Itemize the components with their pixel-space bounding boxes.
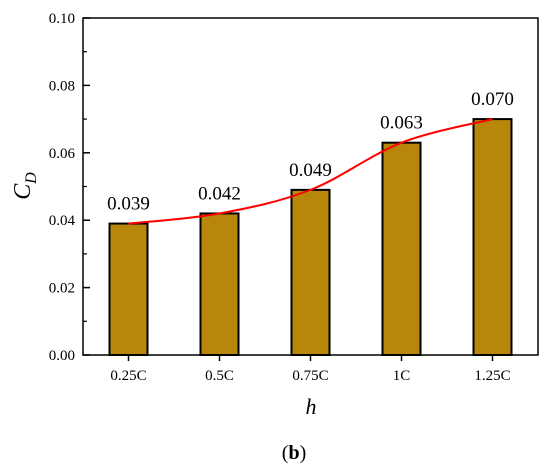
bar [290, 188, 331, 356]
panel-label-letter: b [288, 442, 299, 464]
x-tick-label: 0.75C [292, 368, 328, 384]
bars-group [108, 118, 513, 356]
trend-line [128, 118, 493, 225]
panel-label-open: ( [282, 442, 289, 464]
panel-label: (b) [282, 442, 306, 464]
x-tick-label: 1.25C [474, 368, 510, 384]
data-label: 0.039 [107, 194, 150, 215]
data-labels: 0.039 0.042 0.049 0.063 0.070 [107, 89, 514, 214]
data-label: 0.042 [198, 183, 241, 204]
y-axis-title-sub: D [23, 172, 40, 185]
x-axis-title: h [306, 394, 317, 419]
panel-label-close: ) [300, 442, 307, 464]
data-label: 0.063 [380, 113, 423, 134]
x-tick-label: 1C [393, 368, 411, 384]
y-tick-label: 0.02 [49, 281, 75, 297]
bar [199, 212, 240, 356]
y-axis-title-main: C [10, 183, 36, 200]
y-axis-title: CD [10, 172, 40, 200]
data-label: 0.049 [289, 160, 332, 181]
y-tick-label: 0.10 [49, 11, 75, 27]
bar [108, 222, 149, 356]
bar [472, 118, 513, 356]
y-tick-label: 0.00 [49, 348, 75, 364]
data-label: 0.070 [471, 89, 514, 110]
y-tick-label: 0.04 [49, 213, 76, 229]
y-tick-label: 0.06 [49, 146, 76, 162]
x-tick-label: 0.25C [110, 368, 146, 384]
bar [381, 141, 422, 356]
y-axis: 0.00 0.02 0.04 0.06 0.08 0.10 [49, 11, 90, 364]
y-tick-label: 0.08 [49, 78, 75, 94]
x-tick-label: 0.5C [205, 368, 234, 384]
x-axis: 0.25C 0.5C 0.75C 1C 1.25C [110, 355, 511, 384]
